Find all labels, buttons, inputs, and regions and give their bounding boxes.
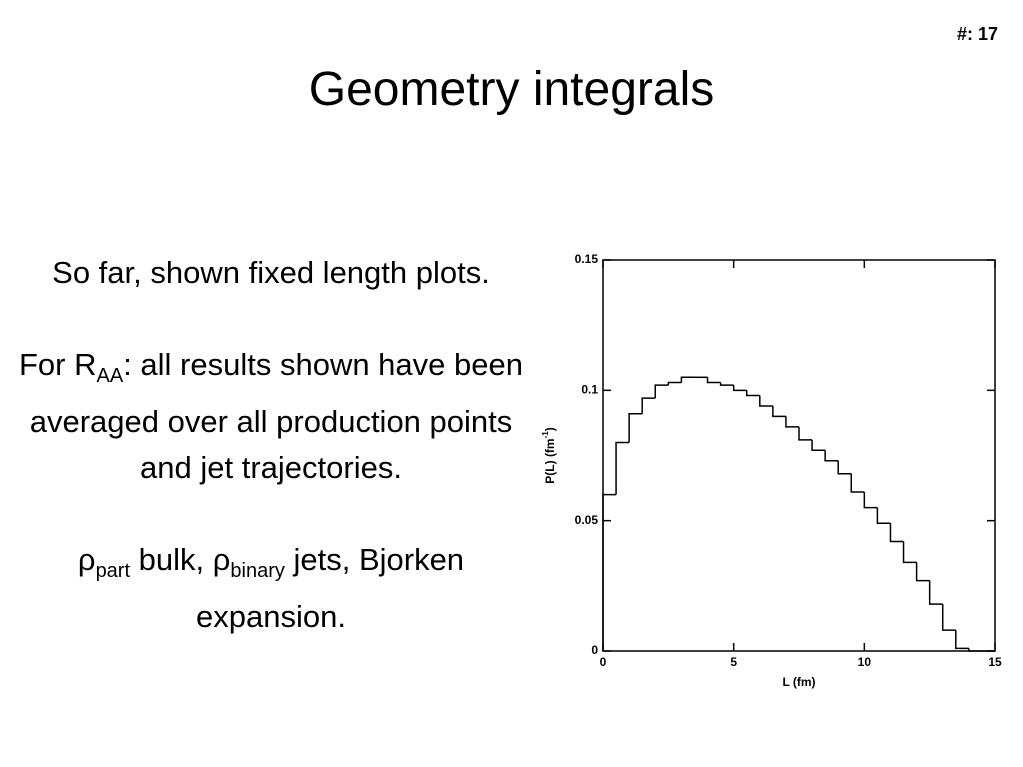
subscript: AA — [96, 365, 124, 388]
histogram-bin — [602, 493, 617, 651]
body-text: So far, shown fixed length plots. For RAA… — [12, 250, 530, 640]
histogram-bin — [641, 397, 656, 414]
histogram-bin — [798, 426, 813, 441]
histogram-bin — [785, 416, 799, 428]
histogram-bin — [745, 390, 760, 397]
text-run: ) — [543, 427, 557, 431]
histogram-bin — [732, 385, 747, 392]
y-axis-label: P(L) (fm-1) — [541, 427, 557, 483]
text-run: ρ — [77, 542, 96, 578]
slide-number: #: 17 — [956, 24, 998, 44]
text-run: So far, shown fixed length plots. — [52, 255, 490, 290]
text-run: For R — [19, 347, 97, 382]
plot-frame — [602, 259, 996, 652]
histogram-bin — [772, 405, 786, 418]
histogram-bin — [628, 413, 643, 443]
histogram-bin — [902, 541, 917, 564]
histogram-bin — [863, 491, 878, 509]
y-tick-label: 0.1 — [581, 383, 598, 397]
histogram-bin — [941, 604, 956, 631]
text-run: bulk, ρ — [130, 542, 231, 578]
histogram-bin — [928, 580, 943, 605]
histogram-bin — [719, 382, 734, 386]
y-tick-label: 0 — [591, 643, 598, 657]
y-tick-label: 0.05 — [575, 513, 599, 527]
x-tick-label: 10 — [858, 655, 872, 669]
x-tick-label: 5 — [730, 655, 737, 669]
x-axis-label: L (fm) — [782, 675, 815, 689]
paragraph: ρpart bulk, ρbinary jets, Bjorken expans… — [12, 537, 530, 640]
histogram-bin — [837, 460, 852, 475]
histogram-bin — [850, 473, 865, 493]
histogram-bin — [615, 441, 630, 495]
histogram-bin — [889, 523, 904, 543]
histogram-bin — [706, 377, 721, 384]
paragraph: So far, shown fixed length plots. — [12, 250, 530, 296]
text-run: jets, Bjorken expansion. — [196, 542, 465, 635]
text-run: : all results shown have been averaged o… — [29, 347, 523, 486]
histogram-bin — [955, 630, 969, 650]
slide-title: Geometry integrals — [308, 63, 715, 116]
histogram-bin — [968, 648, 982, 652]
subscript: part — [95, 560, 131, 583]
x-tick-label: 0 — [600, 655, 607, 669]
superscript: -1 — [541, 431, 550, 439]
histogram-bin — [824, 450, 839, 462]
histogram-bin — [759, 395, 773, 407]
y-tick-label: 0.15 — [575, 252, 599, 266]
text-run: P(L) (fm — [543, 438, 557, 483]
subscript: binary — [230, 560, 285, 583]
paragraph: For RAA: all results shown have been ave… — [12, 342, 530, 491]
histogram-bin — [811, 439, 826, 452]
histogram-bin — [680, 376, 695, 383]
histogram-bin — [654, 384, 669, 399]
histogram-bin — [876, 507, 891, 525]
histogram-bin — [915, 562, 930, 582]
x-tick-label: 15 — [988, 655, 1002, 669]
histogram-bin — [667, 381, 682, 386]
